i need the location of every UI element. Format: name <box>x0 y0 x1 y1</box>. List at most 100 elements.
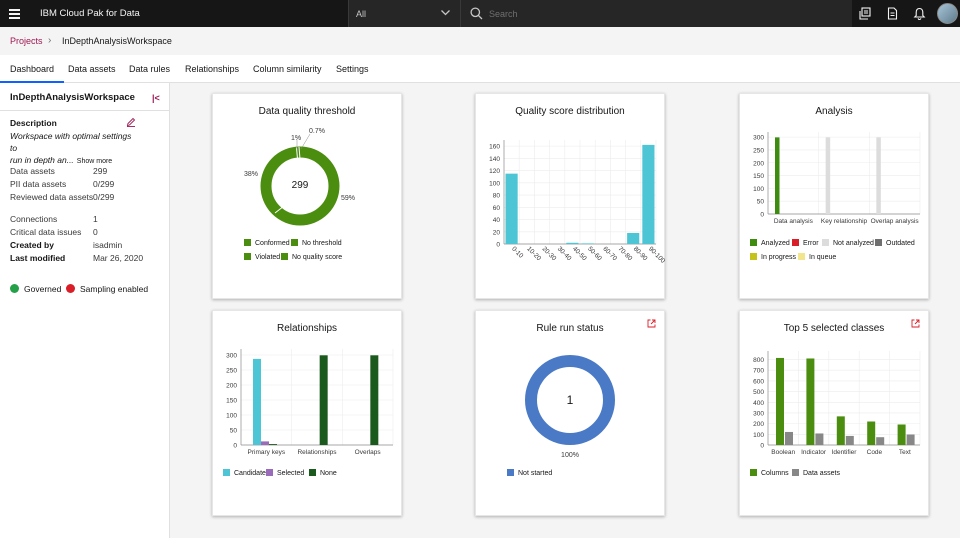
y-tick-label: 250 <box>753 147 764 154</box>
legend-swatch <box>291 239 298 246</box>
x-tick-label: Text <box>899 449 911 456</box>
bar <box>876 137 881 214</box>
chevron-down-icon <box>441 10 450 16</box>
notifications-button[interactable] <box>906 0 933 27</box>
tab-relationships[interactable]: Relationships <box>185 64 240 74</box>
legend-item: Columns <box>750 469 789 477</box>
x-tick-label: Indicator <box>801 449 827 456</box>
tab-data-assets[interactable]: Data assets <box>68 64 116 74</box>
legend-swatch <box>266 469 273 476</box>
legend-item: Not started <box>507 469 552 477</box>
y-tick-label: 150 <box>753 173 764 180</box>
launch-icon[interactable] <box>647 319 656 328</box>
bar <box>876 437 885 445</box>
relationships-card[interactable]: Relationships 0 50 100 150 200 250 300 Primary … <box>212 310 402 516</box>
breadcrumb-current: InDepthAnalysisWorkspace <box>62 36 172 46</box>
legend-label: Selected <box>277 470 305 477</box>
legend-swatch <box>792 239 799 246</box>
edit-description-icon[interactable] <box>126 117 136 127</box>
slice-label-violated: 38% <box>244 171 258 178</box>
legend-label: Outdated <box>886 240 915 247</box>
x-tick-label: Key relationship <box>821 218 868 225</box>
legend-item: Data assets <box>792 469 840 477</box>
legend-label: Columns <box>761 470 789 477</box>
x-tick-label: 30-40 <box>556 245 573 262</box>
tab-dashboard[interactable]: Dashboard <box>0 64 65 83</box>
bar <box>627 232 640 244</box>
bar <box>566 242 579 244</box>
analysis-card[interactable]: Analysis 0 50 100 150 200 250 300 Data analysis… <box>739 93 929 299</box>
stat-label: Data assets <box>10 166 55 176</box>
bar <box>261 441 269 445</box>
x-tick-label: 70-80 <box>617 245 634 262</box>
bar <box>897 424 906 445</box>
slice-label-no-quality-score: 0.7% <box>309 128 325 135</box>
y-tick-label: 500 <box>753 389 764 396</box>
y-tick-label: 160 <box>489 144 500 151</box>
show-more-link[interactable]: Show more <box>76 158 113 165</box>
search-icon <box>470 7 483 20</box>
relationships-chart: 0 50 100 150 200 250 300 Primary keys Relationsh… <box>226 349 394 456</box>
stat-value: 0/299 <box>93 179 115 189</box>
y-tick-label: 0 <box>760 443 764 450</box>
search-input[interactable] <box>489 7 789 21</box>
x-tick-label: Relationships <box>297 449 337 456</box>
y-tick-label: 100 <box>489 180 500 187</box>
bar <box>815 433 824 445</box>
stat-label: Last modified <box>10 253 66 263</box>
legend-item: Violated <box>244 253 280 261</box>
rule-run-status-card[interactable]: Rule run status 1 100% Not started <box>475 310 665 516</box>
bar <box>370 355 379 445</box>
y-tick-label: 150 <box>226 398 237 405</box>
y-tick-label: 300 <box>753 410 764 417</box>
legend-label: In progress <box>761 254 797 261</box>
stat-value: 0 <box>93 227 98 237</box>
data-quality-threshold-card[interactable]: Data quality threshold 299 0.7% 1% 38% 5… <box>212 93 402 299</box>
bell-icon <box>913 7 926 20</box>
collapse-panel-icon[interactable]: |< <box>152 93 160 103</box>
quality-score-distribution-card[interactable]: Quality score distribution 0 20 40 60 80 100 1… <box>475 93 666 299</box>
description-line-2: run in depth an... <box>10 155 74 165</box>
breadcrumb: Projects › InDepthAnalysisWorkspace <box>0 27 960 55</box>
global-search <box>460 0 852 27</box>
y-tick-label: 300 <box>226 353 237 360</box>
scope-dropdown[interactable]: All <box>348 0 460 27</box>
catalog-button[interactable] <box>852 0 879 27</box>
launch-icon[interactable] <box>911 319 920 328</box>
y-tick-label: 400 <box>753 400 764 407</box>
y-tick-label: 0 <box>496 242 500 249</box>
documentation-button[interactable] <box>879 0 906 27</box>
legend-swatch <box>309 469 316 476</box>
tab-data-rules[interactable]: Data rules <box>129 64 171 74</box>
legend-swatch <box>750 253 757 260</box>
hamburger-menu-icon[interactable] <box>6 4 24 22</box>
top-5-classes-card[interactable]: Top 5 selected classes 0 100 200 300 400 500 6… <box>739 310 929 516</box>
legend-item: Conformed <box>244 239 290 247</box>
scope-dropdown-value: All <box>356 9 367 19</box>
legend-item: Outdated <box>875 239 915 247</box>
x-tick-label: Code <box>867 449 883 456</box>
workspace-details-panel: InDepthAnalysisWorkspace |< Description … <box>0 83 170 538</box>
bar <box>906 434 915 445</box>
slice-separator <box>296 147 298 160</box>
sampling-status-icon <box>66 284 75 293</box>
bar <box>836 416 845 445</box>
product-name[interactable]: IBM Cloud Pak for Data <box>40 8 140 19</box>
y-tick-label: 800 <box>753 357 764 364</box>
legend-item: Candidate <box>223 469 266 477</box>
x-tick-label: 40-50 <box>571 245 588 262</box>
legend-swatch <box>244 253 251 260</box>
legend-item: None <box>309 469 337 477</box>
legend-swatch <box>244 239 251 246</box>
legend-item: Not analyzed <box>822 239 874 247</box>
breadcrumb-projects-link[interactable]: Projects <box>10 36 43 46</box>
bar <box>581 243 594 244</box>
user-avatar[interactable] <box>937 3 958 24</box>
legend-item: Selected <box>266 469 304 477</box>
bar <box>642 144 655 244</box>
legend-item: Analyzed <box>750 239 790 247</box>
tab-column-similarity[interactable]: Column similarity <box>253 64 322 74</box>
y-tick-label: 60 <box>493 205 501 212</box>
y-tick-label: 200 <box>753 421 764 428</box>
tab-settings[interactable]: Settings <box>336 64 369 74</box>
